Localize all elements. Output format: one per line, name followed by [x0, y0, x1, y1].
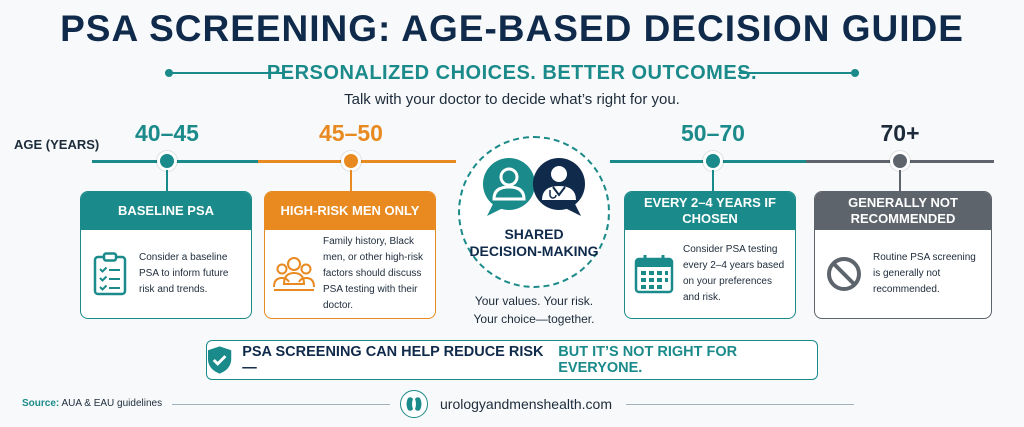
stem-70-plus	[899, 170, 901, 192]
timeline-node-45-50	[341, 151, 361, 171]
age-axis-label: AGE (YEARS)	[14, 137, 100, 152]
card-high-risk-men: HIGH-RISK MEN ONLY Family history, Black…	[264, 191, 436, 319]
calendar-icon	[633, 254, 675, 294]
card-baseline-psa: BASELINE PSA Consider a baseline PSA to …	[80, 191, 252, 319]
footer-divider-left	[172, 404, 390, 405]
card-description: Consider a baseline PSA to inform future…	[139, 252, 229, 295]
age-range-45-50: 45–50	[319, 120, 383, 146]
card-every-2-4-years: EVERY 2–4 YEARS IF CHOSEN Consider	[624, 191, 796, 319]
shared-decision-title: SHARED DECISION-MAKING	[460, 226, 608, 260]
website-link[interactable]: urologyandmenshealth.com	[440, 396, 612, 412]
page-title: PSA SCREENING: AGE-BASED DECISION GUIDE	[60, 8, 964, 49]
shield-check-icon	[207, 346, 232, 374]
footer-divider-right	[626, 404, 854, 405]
card-description: Family history, Black men, or other high…	[323, 236, 424, 311]
clipboard-checklist-icon	[89, 252, 131, 296]
divider-dot-left	[165, 69, 173, 77]
stem-45-50	[350, 170, 352, 192]
card-heading: HIGH-RISK MEN ONLY	[265, 192, 435, 230]
timeline-node-70-plus	[890, 151, 910, 171]
banner-text-2: BUT IT’S NOT RIGHT FOR EVERYONE.	[558, 344, 738, 376]
title-line-2: DECISION-MAKING	[469, 243, 599, 259]
subtitle-row: PERSONALIZED CHOICES. BETTER OUTCOMES.	[165, 62, 859, 84]
source-text: AUA & EAU guidelines	[61, 398, 163, 409]
shared-decision-circle: SHARED DECISION-MAKING	[458, 136, 610, 288]
title-line-1: SHARED	[504, 226, 564, 242]
stem-50-70	[712, 170, 714, 192]
shared-decision-tagline: Your values. Your risk. Your choice—toge…	[430, 292, 638, 328]
divider-right	[739, 72, 859, 74]
stem-40-45	[166, 170, 168, 192]
divider-left	[165, 72, 285, 74]
age-range-40-45: 40–45	[135, 120, 199, 146]
card-heading: GENERALLY NOT RECOMMENDED	[815, 192, 991, 230]
tag-line-2: Your choice—together.	[473, 312, 595, 326]
source-label: Source:	[22, 398, 60, 409]
card-heading: EVERY 2–4 YEARS IF CHOSEN	[625, 192, 795, 230]
age-range-50-70: 50–70	[681, 120, 745, 146]
patient-doctor-icon	[483, 158, 585, 216]
timeline-node-40-45	[157, 151, 177, 171]
tagline: Talk with your doctor to decide what’s r…	[344, 91, 680, 108]
divider-dot-right	[851, 69, 859, 77]
prohibited-icon	[823, 255, 865, 293]
age-range-70-plus: 70+	[880, 120, 920, 146]
timeline-node-50-70	[703, 151, 723, 171]
tag-line-1: Your values. Your risk.	[474, 294, 594, 308]
card-description: Consider PSA testing every 2–4 years bas…	[683, 244, 785, 303]
subtitle: PERSONALIZED CHOICES. BETTER OUTCOMES.	[266, 62, 758, 84]
card-not-recommended: GENERALLY NOT RECOMMENDED Routine PSA sc…	[814, 191, 992, 319]
people-group-icon	[273, 254, 315, 294]
card-heading: BASELINE PSA	[81, 192, 251, 230]
kidney-logo-icon	[400, 390, 428, 418]
key-message-banner: PSA SCREENING CAN HELP REDUCE RISK — BUT…	[206, 340, 818, 380]
banner-text-1: PSA SCREENING CAN HELP REDUCE RISK —	[242, 344, 544, 376]
source-note: Source: AUA & EAU guidelines	[22, 398, 162, 409]
card-description: Routine PSA screening is generally not r…	[873, 252, 976, 295]
